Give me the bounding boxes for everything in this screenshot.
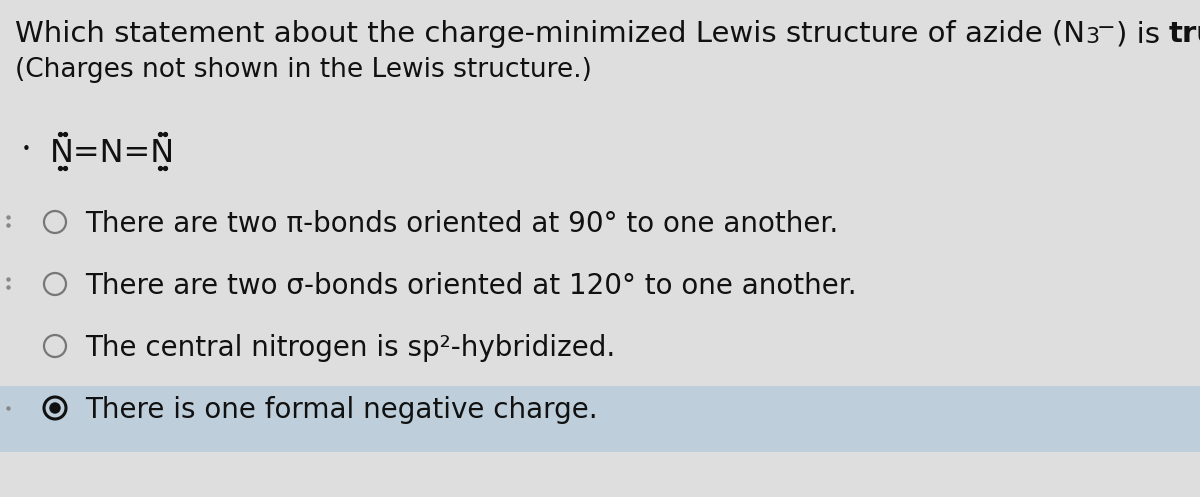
Text: The central nitrogen is sp²-hybridized.: The central nitrogen is sp²-hybridized. (85, 334, 616, 362)
Circle shape (49, 402, 61, 414)
FancyBboxPatch shape (0, 386, 1200, 452)
Text: •: • (22, 142, 31, 157)
Text: There are two σ-bonds oriented at 120° to one another.: There are two σ-bonds oriented at 120° t… (85, 272, 857, 300)
Text: N=N=N: N=N=N (50, 138, 175, 169)
Text: 3: 3 (1085, 27, 1099, 47)
Text: true?: true? (1169, 20, 1200, 48)
Text: Which statement about the charge-minimized Lewis structure of azide (N: Which statement about the charge-minimiz… (14, 20, 1085, 48)
Text: (Charges not shown in the Lewis structure.): (Charges not shown in the Lewis structur… (14, 57, 592, 83)
Text: −: − (1097, 18, 1116, 38)
Text: There is one formal negative charge.: There is one formal negative charge. (85, 396, 598, 424)
Text: There are two π-bonds oriented at 90° to one another.: There are two π-bonds oriented at 90° to… (85, 210, 839, 238)
Text: ) is: ) is (1116, 20, 1169, 48)
